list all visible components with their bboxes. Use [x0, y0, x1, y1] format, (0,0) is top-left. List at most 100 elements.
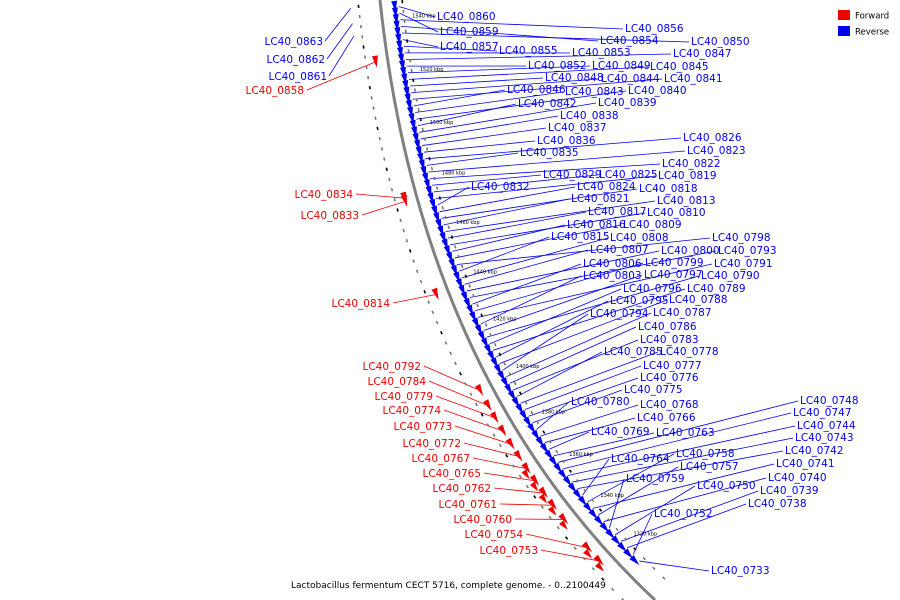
track-tick	[372, 106, 375, 110]
reverse-gene-arrow	[558, 469, 567, 480]
track-tick	[492, 433, 496, 438]
kbp-ruler-label: 1420 kbp	[493, 317, 517, 323]
label-connector	[567, 425, 796, 476]
reverse-gene-label: LC40_0806	[583, 258, 642, 270]
track-tick	[393, 198, 396, 202]
reverse-gene-label: LC40_0857	[440, 41, 499, 53]
reverse-gene-label: LC40_0849	[592, 60, 651, 72]
reverse-gene-label: LC40_0803	[583, 270, 642, 282]
track-tick	[444, 341, 448, 345]
reverse-gene-label: LC40_0826	[683, 132, 742, 144]
forward-gene-arrow	[538, 493, 548, 504]
label-connector	[443, 409, 504, 432]
track-tick	[633, 547, 637, 551]
reverse-gene-label: LC40_0808	[610, 232, 669, 244]
label-connector	[544, 417, 636, 443]
track-tick	[662, 576, 666, 580]
forward-gene-arrow	[400, 194, 408, 208]
reverse-gene-label: LC40_0859	[440, 26, 499, 38]
label-connector	[536, 401, 570, 430]
track-tick	[489, 332, 492, 337]
reverse-gene-label: LC40_0797	[644, 269, 703, 281]
label-connector	[489, 288, 622, 345]
track-tick	[555, 449, 559, 454]
reverse-gene-label: LC40_0743	[795, 432, 854, 444]
track-tick	[519, 391, 522, 395]
track-tick	[518, 474, 522, 479]
label-connector	[416, 90, 627, 120]
track-tick	[484, 323, 488, 327]
forward-gene-arrow	[594, 562, 604, 572]
label-connector	[472, 263, 582, 305]
forward-gene-arrow	[483, 399, 492, 412]
label-connector	[459, 236, 550, 272]
label-connector	[400, 19, 624, 30]
label-connector	[433, 174, 598, 193]
reverse-gene-label: LC40_0741	[776, 458, 835, 470]
track-tick	[564, 536, 569, 540]
kbp-ruler-label: 1460 kbp	[456, 220, 480, 226]
reverse-gene-label: LC40_0750	[697, 480, 756, 492]
track-tick	[503, 362, 507, 366]
track-tick	[615, 527, 619, 532]
reverse-gene-label: LC40_0788	[669, 294, 728, 306]
reverse-gene-label: LC40_0775	[624, 384, 683, 396]
reverse-gene-label: LC40_0854	[600, 35, 659, 47]
track-tick	[556, 525, 560, 530]
track-tick	[561, 459, 566, 464]
track-tick	[530, 410, 534, 415]
legend-reverse-swatch	[838, 26, 850, 36]
label-connector	[420, 115, 559, 140]
label-connector	[532, 389, 623, 424]
label-connector	[428, 380, 489, 407]
forward-gene-label: LC40_0765	[422, 468, 481, 480]
reverse-gene-label: LC40_0819	[658, 170, 717, 182]
forward-gene-label: LC40_0754	[464, 529, 523, 541]
track-tick	[611, 587, 615, 592]
track-tick	[533, 495, 537, 499]
reverse-gene-label: LC40_0817	[588, 206, 647, 218]
kbp-ruler-label: 1500 kbp	[430, 120, 454, 126]
forward-gene-label: LC40_0753	[479, 545, 538, 557]
reverse-gene-label: LC40_0850	[691, 36, 750, 48]
forward-gene-label: LC40_0833	[300, 210, 359, 222]
label-connector	[443, 198, 570, 226]
label-connector	[486, 275, 700, 338]
label-connector	[502, 313, 589, 371]
reverse-gene-label: LC40_0777	[643, 360, 702, 372]
label-connector	[401, 25, 599, 42]
reverse-gene-label: LC40_0835	[520, 147, 579, 159]
track-tick	[513, 381, 517, 386]
label-connector	[441, 188, 638, 219]
kbp-ruler-label: 1380 kbp	[542, 409, 566, 415]
reverse-gene-label: LC40_0778	[660, 346, 719, 358]
reverse-gene-arrow	[539, 442, 549, 454]
track-tick	[430, 166, 434, 171]
forward-gene-label: LC40_0779	[374, 391, 433, 403]
reverse-gene-label: LC40_0747	[793, 407, 852, 419]
track-tick	[402, 228, 405, 233]
reverse-gene-arrow	[567, 482, 577, 494]
reverse-gene-arrow	[593, 515, 604, 526]
forward-gene-arrow	[521, 469, 530, 480]
track-tick	[438, 196, 442, 200]
label-connector	[620, 490, 759, 542]
reverse-gene-arrow	[583, 502, 593, 513]
track-tick	[459, 371, 462, 376]
label-connector	[572, 437, 794, 483]
track-tick	[469, 392, 473, 397]
reverse-gene-label: LC40_0780	[571, 396, 630, 408]
label-connector	[520, 351, 659, 404]
label-connector	[528, 377, 639, 417]
label-connector	[437, 186, 470, 206]
reverse-gene-label: LC40_0846	[507, 84, 566, 96]
reverse-gene-label: LC40_0860	[437, 11, 496, 23]
kbp-ruler-label: 1520 kbp	[420, 67, 444, 73]
reverse-gene-label: LC40_0800	[661, 245, 720, 257]
track-tick	[410, 68, 413, 73]
track-tick	[385, 167, 388, 171]
track-tick	[598, 508, 603, 512]
forward-gene-label: LC40_0858	[245, 85, 304, 97]
feature-tick-marks	[357, 0, 666, 600]
forward-gene-arrow	[581, 541, 592, 553]
